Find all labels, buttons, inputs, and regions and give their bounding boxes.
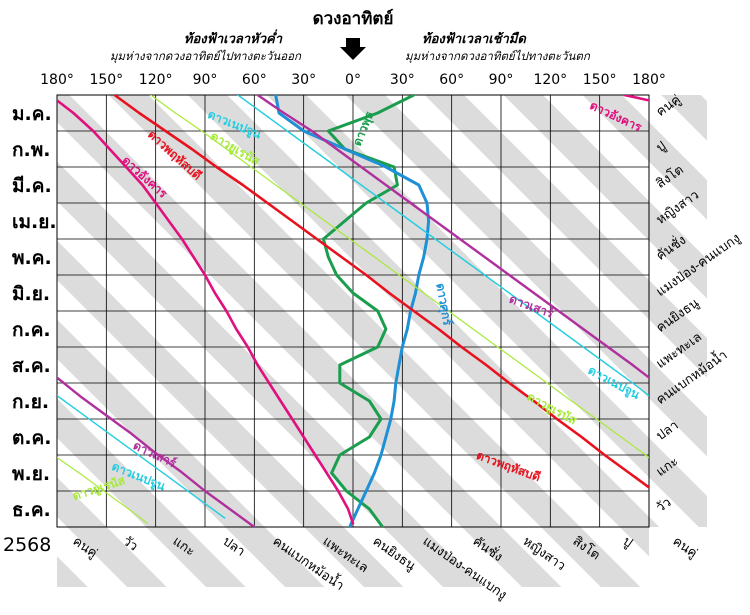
x-tick-label: 60° — [242, 72, 267, 88]
x-tick-label: 90° — [193, 72, 218, 88]
mercury-track — [321, 95, 416, 527]
constellation-band — [649, 122, 707, 220]
constellation-band — [57, 398, 186, 527]
month-label: มี.ค. — [12, 175, 52, 197]
x-tick-label: 0° — [345, 72, 361, 88]
x-tick-label: 60° — [439, 72, 464, 88]
constellation-band — [582, 95, 649, 162]
constellation-band — [57, 477, 107, 527]
month-label: พ.ค. — [12, 247, 52, 269]
month-label: ธ.ค. — [12, 499, 51, 521]
constellation-band — [57, 319, 265, 527]
constellation-band — [619, 527, 649, 557]
jupiter-track — [113, 95, 649, 489]
constellation-band — [540, 527, 641, 587]
constellation-band — [661, 95, 707, 141]
constellation-band — [649, 358, 707, 457]
constellation-band — [67, 527, 167, 587]
neptune-track — [150, 95, 649, 459]
constellation-band — [649, 280, 707, 378]
plot-border — [56, 94, 650, 528]
morning-subtitle: มุมห่างจากดวงอาทิตย์ไปทางตะวันตก — [405, 49, 591, 63]
x-tick-label: 180° — [632, 72, 666, 88]
degree-tick-labels: 180° 150° 120° 90° 60° 30° 0° 30° 60° 90° 120° 150°… — [40, 72, 666, 88]
x-tick-label: 30° — [390, 72, 415, 88]
month-label: เม.ย. — [12, 211, 57, 233]
constellation-label-right: วัว — [654, 495, 675, 516]
mars-track — [623, 95, 649, 102]
month-labels: ม.ค. ก.พ. มี.ค. เม.ย. พ.ค. มิ.ย. ก.ค. ส.ค. ก.ย. ต… — [12, 103, 57, 521]
x-tick-label: 90° — [489, 72, 514, 88]
x-tick-label: 30° — [291, 72, 316, 88]
neptune-track — [57, 456, 148, 524]
constellation-band — [57, 556, 88, 587]
year-label: 2568 — [3, 534, 51, 556]
month-label: ต.ค. — [12, 427, 51, 449]
month-label: มิ.ย. — [12, 283, 50, 305]
constellation-band — [225, 527, 325, 587]
constellation-band — [461, 527, 562, 587]
constellation-band — [266, 95, 649, 478]
constellation-label-right: หญิงสาว — [654, 188, 702, 228]
month-label: ส.ค. — [12, 355, 51, 377]
constellation-band — [649, 201, 707, 299]
grid-lines — [56, 94, 650, 528]
planet-tracks — [57, 95, 649, 527]
constellation-band — [382, 527, 483, 587]
constellation-label-bottom: ปู — [620, 534, 635, 551]
constellation-band — [705, 60, 750, 615]
mars-track — [57, 99, 355, 525]
sun-title: ดวงอาทิตย์ — [313, 8, 394, 29]
constellation-label-bottom: วัว — [120, 534, 141, 555]
month-label: ก.ย. — [12, 391, 49, 413]
month-label: ก.ค. — [12, 319, 51, 341]
saturn-track — [256, 95, 649, 379]
month-label: ม.ค. — [12, 103, 52, 125]
x-tick-label: 150° — [89, 72, 123, 88]
month-label: ก.พ. — [12, 139, 50, 161]
month-label: พ.ย. — [12, 463, 50, 485]
down-arrow-icon — [340, 38, 366, 60]
evening-title: ท้องฟ้าเวลาหัวค่ำ — [184, 29, 283, 47]
mercury-label: ดาวพุธ — [350, 109, 378, 148]
venus-track — [274, 95, 431, 527]
constellation-band — [146, 527, 246, 587]
constellation-band — [705, 60, 750, 615]
constellation-bands — [57, 60, 750, 615]
constellation-band — [304, 527, 404, 587]
constellation-band — [649, 437, 707, 527]
evening-subtitle: มุมห่างจากดวงอาทิตย์ไปทางตะวันออก — [110, 49, 302, 63]
constellation-band — [705, 60, 750, 615]
x-tick-label: 180° — [40, 72, 74, 88]
uranus-track — [237, 95, 649, 397]
constellation-band — [57, 161, 423, 527]
uranus-track — [57, 394, 226, 519]
x-tick-label: 120° — [139, 72, 173, 88]
saturn-track — [57, 376, 256, 527]
x-tick-label: 120° — [533, 72, 567, 88]
constellation-label-bottom: คนคู่ — [670, 534, 700, 561]
x-tick-label: 150° — [583, 72, 617, 88]
constellation-band — [424, 95, 649, 320]
morning-title: ท้องฟ้าเวลาเช้ามืด — [422, 31, 527, 47]
constellation-band — [649, 516, 660, 527]
